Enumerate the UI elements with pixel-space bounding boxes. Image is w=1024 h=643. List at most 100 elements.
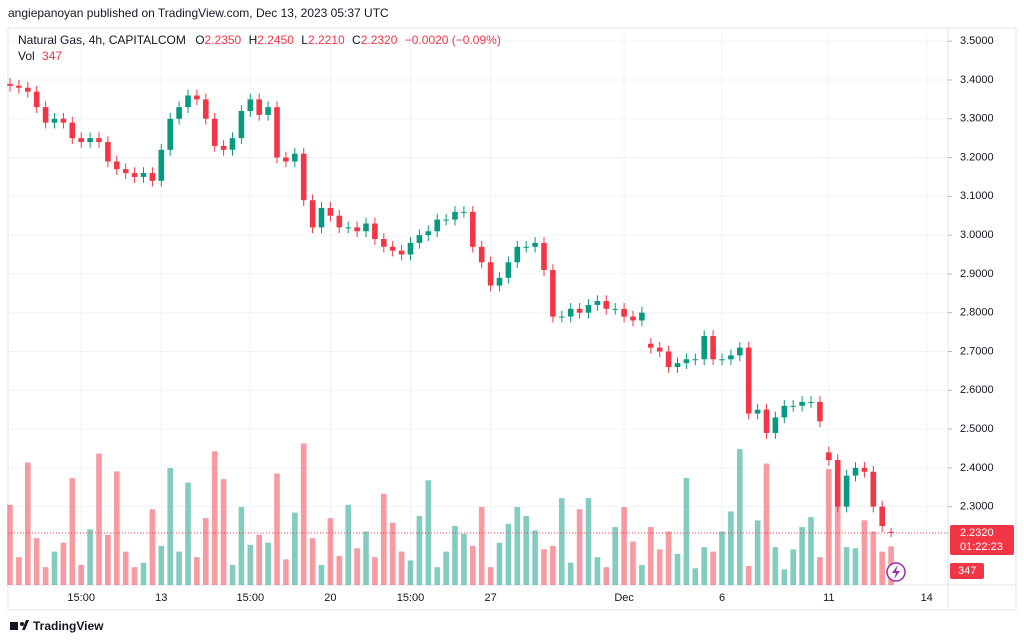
volume-bar [861,520,868,585]
volume-bar [701,547,707,585]
candle-body [238,111,245,139]
legend-low-label: L [301,33,308,47]
volume-bar [567,562,574,585]
legend-change: −0.0020 (−0.09%) [405,33,501,47]
candle-body [327,207,334,216]
volume-bar [16,557,22,585]
volume-bar [158,546,165,585]
y-tick-label: 2.8000 [960,307,994,319]
volume-bar [176,551,182,585]
x-tick-label: 6 [719,592,725,604]
volume-bar [416,515,423,585]
alert-icon-bolt [892,565,900,579]
candle-body [149,173,156,181]
candle-body [443,219,449,221]
candle-body [69,122,76,139]
volume-bar [194,557,200,585]
logo [10,620,29,630]
volume-bar [603,567,610,585]
volume-bar [185,482,191,585]
candle-body [256,99,262,115]
volume-bar [336,556,343,585]
x-tick-label: 27 [484,592,496,604]
candle-body [710,335,716,360]
candle-body [292,153,298,162]
y-tick-label: 2.4000 [960,462,994,474]
volume-bar [398,551,405,585]
legend: Natural Gas, 4h, CAPITALCOM O2.2350 H2.2… [18,33,501,47]
candle-body [274,107,280,158]
y-tick-label: 2.5000 [960,423,994,435]
candle-body [879,506,885,527]
volume-bar [265,542,271,585]
candle-body [372,223,378,240]
candle-body [478,246,485,263]
x-tick-label: 14 [921,592,933,604]
candle-body [656,347,663,352]
candle-body [728,355,734,360]
candle-body [51,118,58,123]
logo-mark [22,620,29,630]
volume-bar [514,507,521,585]
candles [7,78,894,538]
candle-body [283,157,289,162]
volume-bar [149,509,156,585]
volume-bar [292,512,298,585]
grid [8,28,948,585]
volume-bar [710,551,716,585]
x-tick-label: 11 [823,592,834,604]
candle-body [585,304,592,313]
y-tick-label: 2.6000 [960,384,994,396]
volume-bar [532,530,538,585]
candle-body [630,316,636,321]
volume-bar [256,534,262,585]
volume-bar [60,542,67,585]
volume-bar [478,507,485,585]
legend-open-label: O [195,33,204,47]
legend-volume-label: Vol [18,49,35,63]
candle-body [140,173,147,177]
volume-bar [229,564,236,585]
candle-body [33,91,40,108]
candle-body [781,405,788,418]
candle-body [265,107,271,115]
candle-body [194,95,200,100]
candle-body [674,363,681,368]
candle-body [318,207,325,228]
volume-bar [122,551,129,585]
candle-body [843,475,850,507]
volume-bar [140,562,147,585]
legend-close: 2.2320 [361,33,398,47]
volume-bar [327,518,334,585]
candle-body [692,359,699,361]
volume-bar [114,471,120,585]
candle-body [114,161,120,170]
volume-bar [389,522,396,585]
volume-bar [639,564,645,585]
volume-bar [203,518,209,585]
volume-bar [728,511,734,585]
candle-body [452,211,458,220]
candle-body [336,215,343,228]
candle-body [60,118,67,123]
y-tick-label: 2.9000 [960,268,994,280]
legend-high: 2.2450 [257,33,294,47]
candle-body [363,223,369,232]
volume-bar [763,463,770,585]
candle-body [523,246,529,248]
candle-body [817,401,823,422]
volume-bar [648,527,654,585]
volume-bar [211,451,218,585]
logo-mark [10,622,18,630]
candle-body [505,262,512,278]
volume-bar [630,541,636,585]
candle-body [701,335,707,360]
volume-bar [461,533,467,585]
volume-bar [737,449,743,585]
candle-body [683,359,690,364]
candle-body [247,99,254,112]
published-note: angiepanoyan published on TradingView.co… [8,6,389,20]
candle-body [576,308,583,313]
volume-bar [870,531,877,585]
y-tick-label: 3.5000 [960,35,994,47]
